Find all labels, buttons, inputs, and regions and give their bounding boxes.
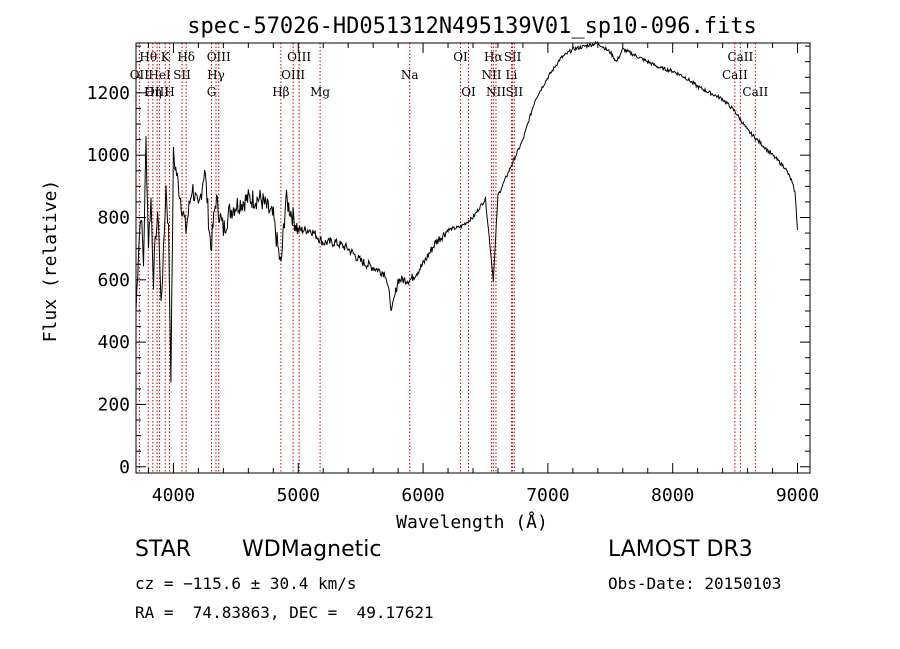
line-label: Hθ <box>139 50 157 64</box>
y-tick-label: 800 <box>97 207 130 228</box>
x-axis-label: Wavelength (Å) <box>396 511 548 533</box>
line-label: HeI <box>148 68 171 82</box>
x-tick-label: 9000 <box>776 485 819 506</box>
y-tick-label: 1000 <box>87 145 130 166</box>
line-label: OI <box>461 85 476 99</box>
line-label: SII <box>504 50 522 64</box>
observation-date: Obs-Date: 20150103 <box>608 574 782 593</box>
x-tick-label: 7000 <box>526 485 569 506</box>
line-label: OIII <box>281 68 305 82</box>
line-label: OII <box>130 68 150 82</box>
redshift-velocity: cz = −115.6 ± 30.4 km/s <box>135 574 357 593</box>
emission-line-markers: Hθ OII OIII K HeI Hη SII H Hδ OIII Hγ G OIII OIII Hβ Mg… <box>130 43 768 473</box>
line-label: Li <box>506 68 518 82</box>
line-label: NII <box>486 85 506 99</box>
object-class: STAR <box>135 537 192 562</box>
y-tick-label: 400 <box>97 332 130 353</box>
chart-title: spec-57026-HD051312N495139V01_sp10-096.f… <box>187 14 757 39</box>
x-tick-label: 4000 <box>152 485 195 506</box>
spectrum-chart: spec-57026-HD051312N495139V01_sp10-096.f… <box>40 14 819 533</box>
y-tick-label: 1200 <box>87 83 130 104</box>
plot-frame <box>135 42 811 474</box>
x-tick-label: 8000 <box>651 485 694 506</box>
line-label: Na <box>401 68 419 82</box>
line-label: CaII <box>727 50 753 64</box>
survey-name: LAMOST DR3 <box>608 537 753 562</box>
line-label: G <box>207 85 217 99</box>
line-label: OIII <box>145 85 169 99</box>
line-label: Hη <box>144 85 162 99</box>
line-label: OIII <box>207 50 231 64</box>
object-subclass: WDMagnetic <box>242 537 382 562</box>
ra-dec-coordinates: RA = 74.83863, DEC = 49.17621 <box>135 603 434 622</box>
line-label: K <box>161 50 171 64</box>
line-label: CaII <box>722 68 748 82</box>
axis-ticks: 4000 5000 6000 7000 8000 9000 0 200 400 600 800 100… <box>87 43 819 506</box>
y-tick-label: 200 <box>97 394 130 415</box>
line-label: SII <box>173 68 191 82</box>
y-tick-label: 0 <box>119 457 130 478</box>
spectrum-line-layer <box>135 40 798 383</box>
line-label: Hδ <box>177 50 195 64</box>
line-label: H <box>164 85 174 99</box>
line-label: OIII <box>287 50 311 64</box>
y-tick-label: 600 <box>97 270 130 291</box>
x-tick-label: 6000 <box>401 485 444 506</box>
line-label: CaII <box>742 85 768 99</box>
line-label: Hβ <box>272 85 289 99</box>
line-label: NII <box>481 68 501 82</box>
line-label: SII <box>505 85 523 99</box>
line-label: Hα <box>484 50 503 64</box>
line-label: Hγ <box>207 68 225 82</box>
y-axis-label: Flux (relative) <box>40 180 61 343</box>
line-label: Mg <box>310 85 330 99</box>
x-tick-label: 5000 <box>277 485 320 506</box>
line-label: OI <box>453 50 468 64</box>
spectrum-series <box>135 40 798 383</box>
